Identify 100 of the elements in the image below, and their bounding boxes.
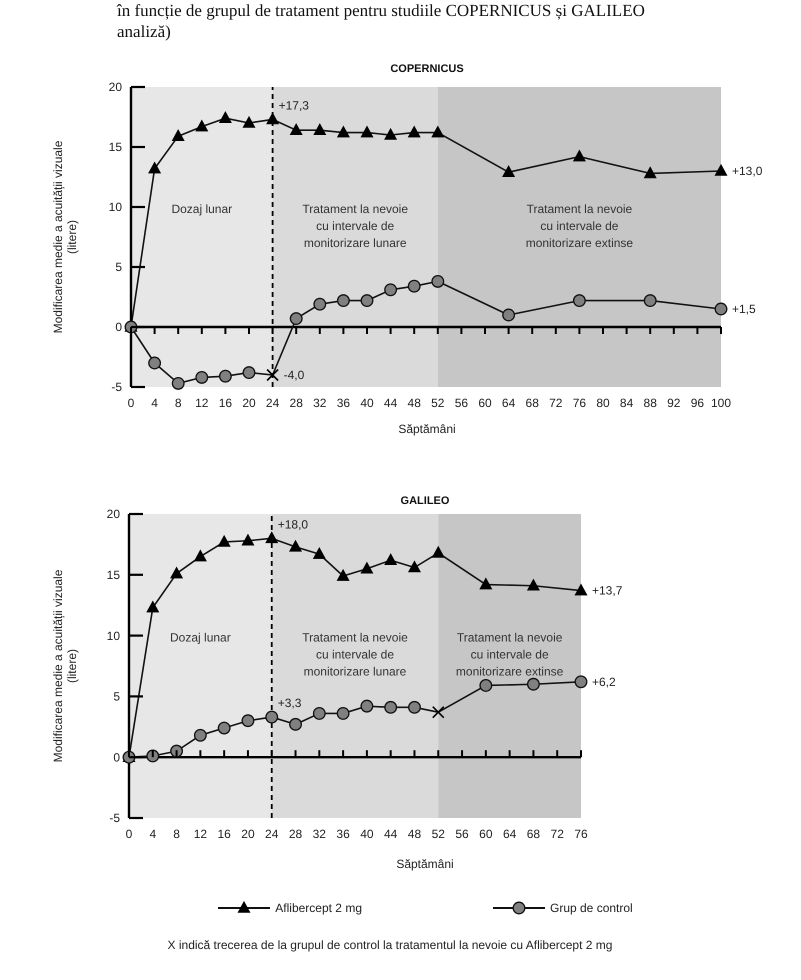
x-tick-label: 8 (173, 827, 180, 842)
point (242, 116, 256, 128)
point (408, 126, 420, 138)
x-tick-label: 56 (455, 827, 470, 842)
point (170, 744, 184, 758)
point (502, 165, 515, 177)
point (242, 534, 254, 546)
point (408, 280, 421, 293)
text: în funcție de grupul de tratament pentru studiile COPERNICUS și GALILEO (117, 0, 645, 21)
x-tick-label: 4 (151, 396, 158, 410)
x-tick-label: 84 (620, 396, 634, 410)
legend-label: Aflibercept 2 mg (275, 901, 362, 915)
data-label: +13,7 (592, 584, 623, 598)
y-tick-label: -5 (109, 811, 120, 826)
point (314, 123, 326, 135)
point (265, 532, 278, 544)
point (290, 123, 302, 135)
x-tick-label: 40 (360, 827, 374, 842)
band-label: Dozaj lunar (170, 630, 231, 645)
band-label: Dozaj lunar (171, 202, 232, 216)
point (384, 283, 398, 296)
y-tick-label: -5 (111, 380, 122, 394)
point (172, 129, 184, 141)
y-tick-label: 20 (106, 507, 120, 522)
chart-title: GALILEO (400, 495, 450, 507)
y-tick-label: 15 (108, 140, 122, 154)
data-label: +6,2 (592, 674, 616, 689)
y-axis-title: Modificarea medie a acuității vizuale (litere) (51, 569, 79, 762)
point (360, 562, 374, 574)
point (146, 600, 160, 612)
y-tick-label: 10 (106, 628, 120, 643)
point (714, 164, 728, 176)
point (432, 546, 445, 558)
point (714, 302, 728, 316)
point (572, 294, 586, 308)
point (336, 294, 350, 308)
x-axis-title: Săptămâni (398, 422, 456, 436)
point (172, 376, 185, 390)
x-tick-label: 28 (290, 396, 304, 410)
point (170, 566, 183, 578)
chart-title: COPERNICUS (390, 63, 464, 75)
y-tick-label: 10 (108, 200, 122, 214)
x-tick-label: 48 (408, 827, 422, 842)
point (266, 112, 279, 124)
point (573, 150, 586, 162)
point (218, 535, 230, 547)
x-tick-label: 4 (149, 827, 156, 842)
x-tick-label: 24 (266, 396, 280, 410)
point (384, 553, 397, 566)
x-tick-label: 44 (384, 827, 398, 842)
x-tick-label: 68 (526, 396, 540, 410)
point (146, 750, 160, 762)
point (337, 126, 350, 138)
x-tick-label: 64 (502, 827, 517, 842)
x-tick-label: 12 (195, 396, 209, 410)
band-label: Tratament la nevoie cu intervale de monitorizare extinse (526, 202, 634, 250)
data-label: +3,3 (278, 696, 302, 710)
y-tick-label: 20 (108, 80, 122, 94)
point (196, 120, 208, 132)
x-tick-label: 40 (360, 396, 374, 410)
x-tick-label: 88 (644, 396, 658, 410)
point (384, 128, 397, 140)
point (219, 111, 232, 123)
x-tick-label: 76 (572, 396, 586, 410)
point (336, 569, 350, 581)
x-tick-label: 52 (431, 396, 445, 410)
point (644, 294, 657, 308)
data-label: +13,0 (732, 164, 763, 178)
x-tick-label: 0 (126, 827, 133, 842)
y-axis-title: Modificarea medie a acuității vizuale (litere) (51, 140, 79, 334)
x-tick-label: 72 (550, 827, 564, 842)
data-label: +18,0 (278, 517, 308, 532)
x-tick-label: 60 (479, 827, 493, 842)
point (502, 308, 516, 322)
y-tick-label: 5 (113, 690, 120, 704)
point (312, 706, 326, 720)
x-tick-label: 32 (312, 827, 326, 842)
point (527, 578, 540, 591)
y-tick-label: 5 (115, 260, 122, 274)
x-tick-label: 60 (478, 396, 492, 410)
point (360, 700, 374, 713)
x-tick-label: 52 (432, 827, 446, 842)
point (479, 679, 492, 692)
x-tick-label: 48 (408, 396, 422, 410)
point (408, 700, 421, 714)
point (480, 578, 492, 590)
x-tick-label: 36 (336, 827, 350, 842)
band-label: Tratament la nevoie cu intervale de monitorizare lunare (302, 630, 408, 679)
point (265, 710, 278, 724)
x-tick-label: 80 (596, 396, 610, 410)
x-tick-label: 16 (217, 827, 232, 842)
data-label: +1,5 (732, 302, 756, 316)
x-tick-label: 24 (265, 827, 279, 842)
x-tick-label: 28 (288, 827, 303, 842)
point (526, 678, 540, 691)
x-tick-label: 56 (454, 396, 468, 410)
x-tick-label: 44 (384, 396, 398, 410)
x-tick-label: 20 (242, 396, 256, 410)
point (360, 294, 374, 308)
legend-label: Grup de control (550, 901, 633, 915)
